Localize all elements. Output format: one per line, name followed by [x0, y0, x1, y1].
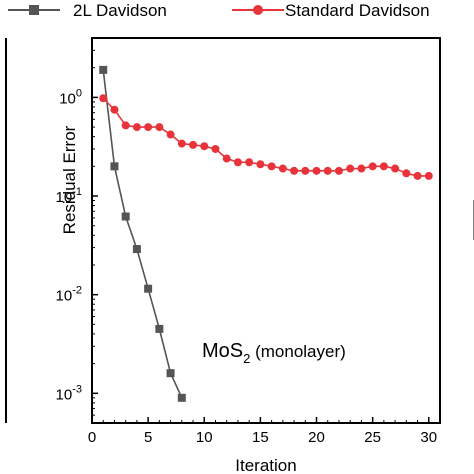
- legend-label-standard-davidson: Standard Davidson: [285, 1, 430, 20]
- data-point-standard-davidson: [132, 123, 141, 132]
- data-point-2l-davidson: [177, 393, 186, 402]
- data-point-standard-davidson: [155, 123, 164, 132]
- data-point-2l-davidson: [166, 369, 175, 378]
- y-tick-label: 10-2: [56, 285, 82, 305]
- data-point-standard-davidson: [391, 164, 400, 173]
- data-point-standard-davidson: [189, 140, 198, 149]
- data-point-2l-davidson: [132, 245, 141, 254]
- data-point-standard-davidson: [200, 142, 209, 151]
- x-tick-label: 20: [308, 429, 325, 446]
- data-point-standard-davidson: [290, 166, 299, 175]
- legend-label-2l-davidson: 2L Davidson: [73, 1, 167, 20]
- x-axis-title: Iteration: [235, 456, 296, 474]
- legend-item-2l-davidson: 2L Davidson: [8, 1, 167, 20]
- data-point-standard-davidson: [256, 160, 265, 169]
- plot-frame: [91, 37, 441, 424]
- data-point-standard-davidson: [424, 171, 433, 180]
- data-point-standard-davidson: [211, 144, 220, 153]
- data-point-standard-davidson: [166, 130, 175, 139]
- annotation-main: MoS: [202, 340, 243, 362]
- data-point-2l-davidson: [99, 65, 108, 74]
- data-point-standard-davidson: [413, 171, 422, 180]
- y-axis-title: Residual Error: [60, 125, 79, 234]
- data-point-standard-davidson: [357, 164, 366, 173]
- x-tick-label: 30: [420, 429, 437, 446]
- y-tick-label: 10-1: [56, 186, 82, 206]
- data-point-standard-davidson: [379, 162, 388, 171]
- data-point-standard-davidson: [245, 158, 254, 167]
- data-point-standard-davidson: [346, 164, 355, 173]
- data-point-standard-davidson: [222, 154, 231, 163]
- material-annotation: MoS2 (monolayer): [202, 340, 346, 366]
- legend: 2L Davidson Standard Davidson: [8, 1, 430, 20]
- x-tick-label: 15: [252, 429, 269, 446]
- data-point-standard-davidson: [402, 169, 411, 178]
- data-point-standard-davidson: [368, 162, 377, 171]
- data-point-2l-davidson: [144, 284, 153, 293]
- y-tick-label: 100: [59, 87, 82, 107]
- data-point-standard-davidson: [278, 164, 287, 173]
- data-point-standard-davidson: [233, 158, 242, 167]
- annotation-suffix: (monolayer): [250, 342, 345, 361]
- data-point-standard-davidson: [99, 94, 108, 103]
- annotation-subscript: 2: [243, 351, 250, 366]
- x-tick-label: 5: [144, 429, 152, 446]
- data-point-standard-davidson: [323, 166, 332, 175]
- data-point-standard-davidson: [301, 166, 310, 175]
- data-point-standard-davidson: [144, 123, 153, 132]
- data-point-standard-davidson: [267, 162, 276, 171]
- series-line-standard-davidson: [102, 97, 429, 177]
- data-point-2l-davidson: [155, 324, 164, 333]
- data-point-standard-davidson: [334, 166, 343, 175]
- data-point-standard-davidson: [177, 139, 186, 148]
- data-point-2l-davidson: [121, 212, 130, 221]
- data-point-standard-davidson: [121, 121, 130, 130]
- data-point-2l-davidson: [110, 162, 119, 171]
- x-tick-label: 25: [364, 429, 381, 446]
- legend-item-standard-davidson: Standard Davidson: [232, 1, 430, 20]
- series-line-2l-davidson: [102, 69, 183, 399]
- data-point-standard-davidson: [110, 105, 119, 114]
- x-tick-label: 0: [88, 429, 96, 446]
- x-tick-label: 10: [196, 429, 213, 446]
- data-point-standard-davidson: [312, 166, 321, 175]
- y-tick-label: 10-3: [56, 383, 82, 403]
